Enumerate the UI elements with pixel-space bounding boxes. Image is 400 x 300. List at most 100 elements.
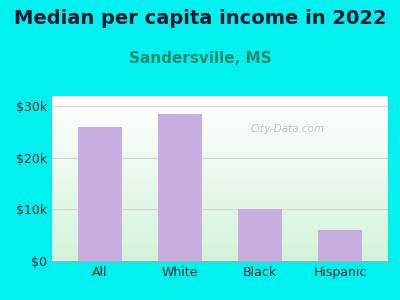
Bar [52, 213, 388, 215]
Bar [52, 119, 388, 121]
Bar [52, 178, 388, 180]
Bar [52, 104, 388, 106]
Bar [52, 183, 388, 185]
Bar [52, 238, 388, 239]
Bar [238, 209, 282, 261]
Bar [52, 225, 388, 226]
Bar [52, 221, 388, 223]
Bar [52, 197, 388, 198]
Bar [52, 126, 388, 127]
Bar [52, 216, 388, 218]
Bar [52, 101, 388, 103]
Bar [52, 203, 388, 205]
Bar [52, 124, 388, 126]
Bar [52, 195, 388, 197]
Bar [52, 190, 388, 192]
Bar [52, 254, 388, 256]
Bar [52, 180, 388, 182]
Bar [52, 251, 388, 253]
Bar [52, 172, 388, 173]
Bar [52, 235, 388, 236]
Bar [52, 109, 388, 111]
Bar [52, 157, 388, 159]
Bar [52, 200, 388, 202]
Bar [52, 212, 388, 213]
Bar [52, 220, 388, 221]
Bar [52, 177, 388, 178]
Bar [52, 230, 388, 231]
Bar [52, 116, 388, 117]
Bar [52, 107, 388, 109]
Bar [52, 132, 388, 134]
Bar [52, 243, 388, 244]
Text: Median per capita income in 2022: Median per capita income in 2022 [14, 9, 386, 28]
Bar [52, 139, 388, 140]
Bar [52, 150, 388, 152]
Bar [52, 228, 388, 230]
Bar [52, 136, 388, 137]
Bar [52, 248, 388, 250]
Bar [52, 146, 388, 147]
Bar [52, 239, 388, 241]
Bar [52, 218, 388, 220]
Bar [52, 244, 388, 246]
Bar [52, 112, 388, 114]
Bar [52, 233, 388, 235]
Bar [52, 210, 388, 212]
Bar [52, 121, 388, 122]
Bar [52, 122, 388, 124]
Bar [52, 114, 388, 116]
Bar [52, 202, 388, 203]
Bar [52, 208, 388, 210]
Bar [78, 127, 122, 261]
Bar [52, 241, 388, 243]
Bar [52, 142, 388, 144]
Bar [52, 140, 388, 142]
Bar [52, 106, 388, 107]
Bar [318, 230, 362, 261]
Bar [52, 223, 388, 225]
Bar [52, 206, 388, 208]
Bar [52, 129, 388, 130]
Bar [52, 149, 388, 150]
Bar [52, 215, 388, 216]
Bar [52, 231, 388, 233]
Bar [52, 96, 388, 98]
Bar [52, 117, 388, 119]
Bar [52, 169, 388, 170]
Text: City-Data.com: City-Data.com [250, 124, 324, 134]
Bar [52, 226, 388, 228]
Bar [52, 137, 388, 139]
Bar [52, 147, 388, 149]
Bar [52, 99, 388, 101]
Bar [52, 154, 388, 155]
Bar [52, 165, 388, 167]
Bar [52, 170, 388, 172]
Bar [52, 182, 388, 183]
Bar [52, 256, 388, 258]
Bar [52, 198, 388, 200]
Bar [52, 127, 388, 129]
Bar [52, 205, 388, 206]
Bar [158, 114, 202, 261]
Bar [52, 162, 388, 164]
Text: Sandersville, MS: Sandersville, MS [129, 51, 271, 66]
Bar [52, 185, 388, 187]
Bar [52, 192, 388, 193]
Bar [52, 250, 388, 251]
Bar [52, 98, 388, 99]
Bar [52, 164, 388, 165]
Bar [52, 111, 388, 112]
Bar [52, 236, 388, 238]
Bar [52, 152, 388, 154]
Bar [52, 159, 388, 160]
Bar [52, 173, 388, 175]
Bar [52, 160, 388, 162]
Bar [52, 246, 388, 248]
Bar [52, 193, 388, 195]
Bar [52, 187, 388, 188]
Bar [52, 103, 388, 104]
Bar [52, 188, 388, 190]
Bar [52, 259, 388, 261]
Bar [52, 253, 388, 254]
